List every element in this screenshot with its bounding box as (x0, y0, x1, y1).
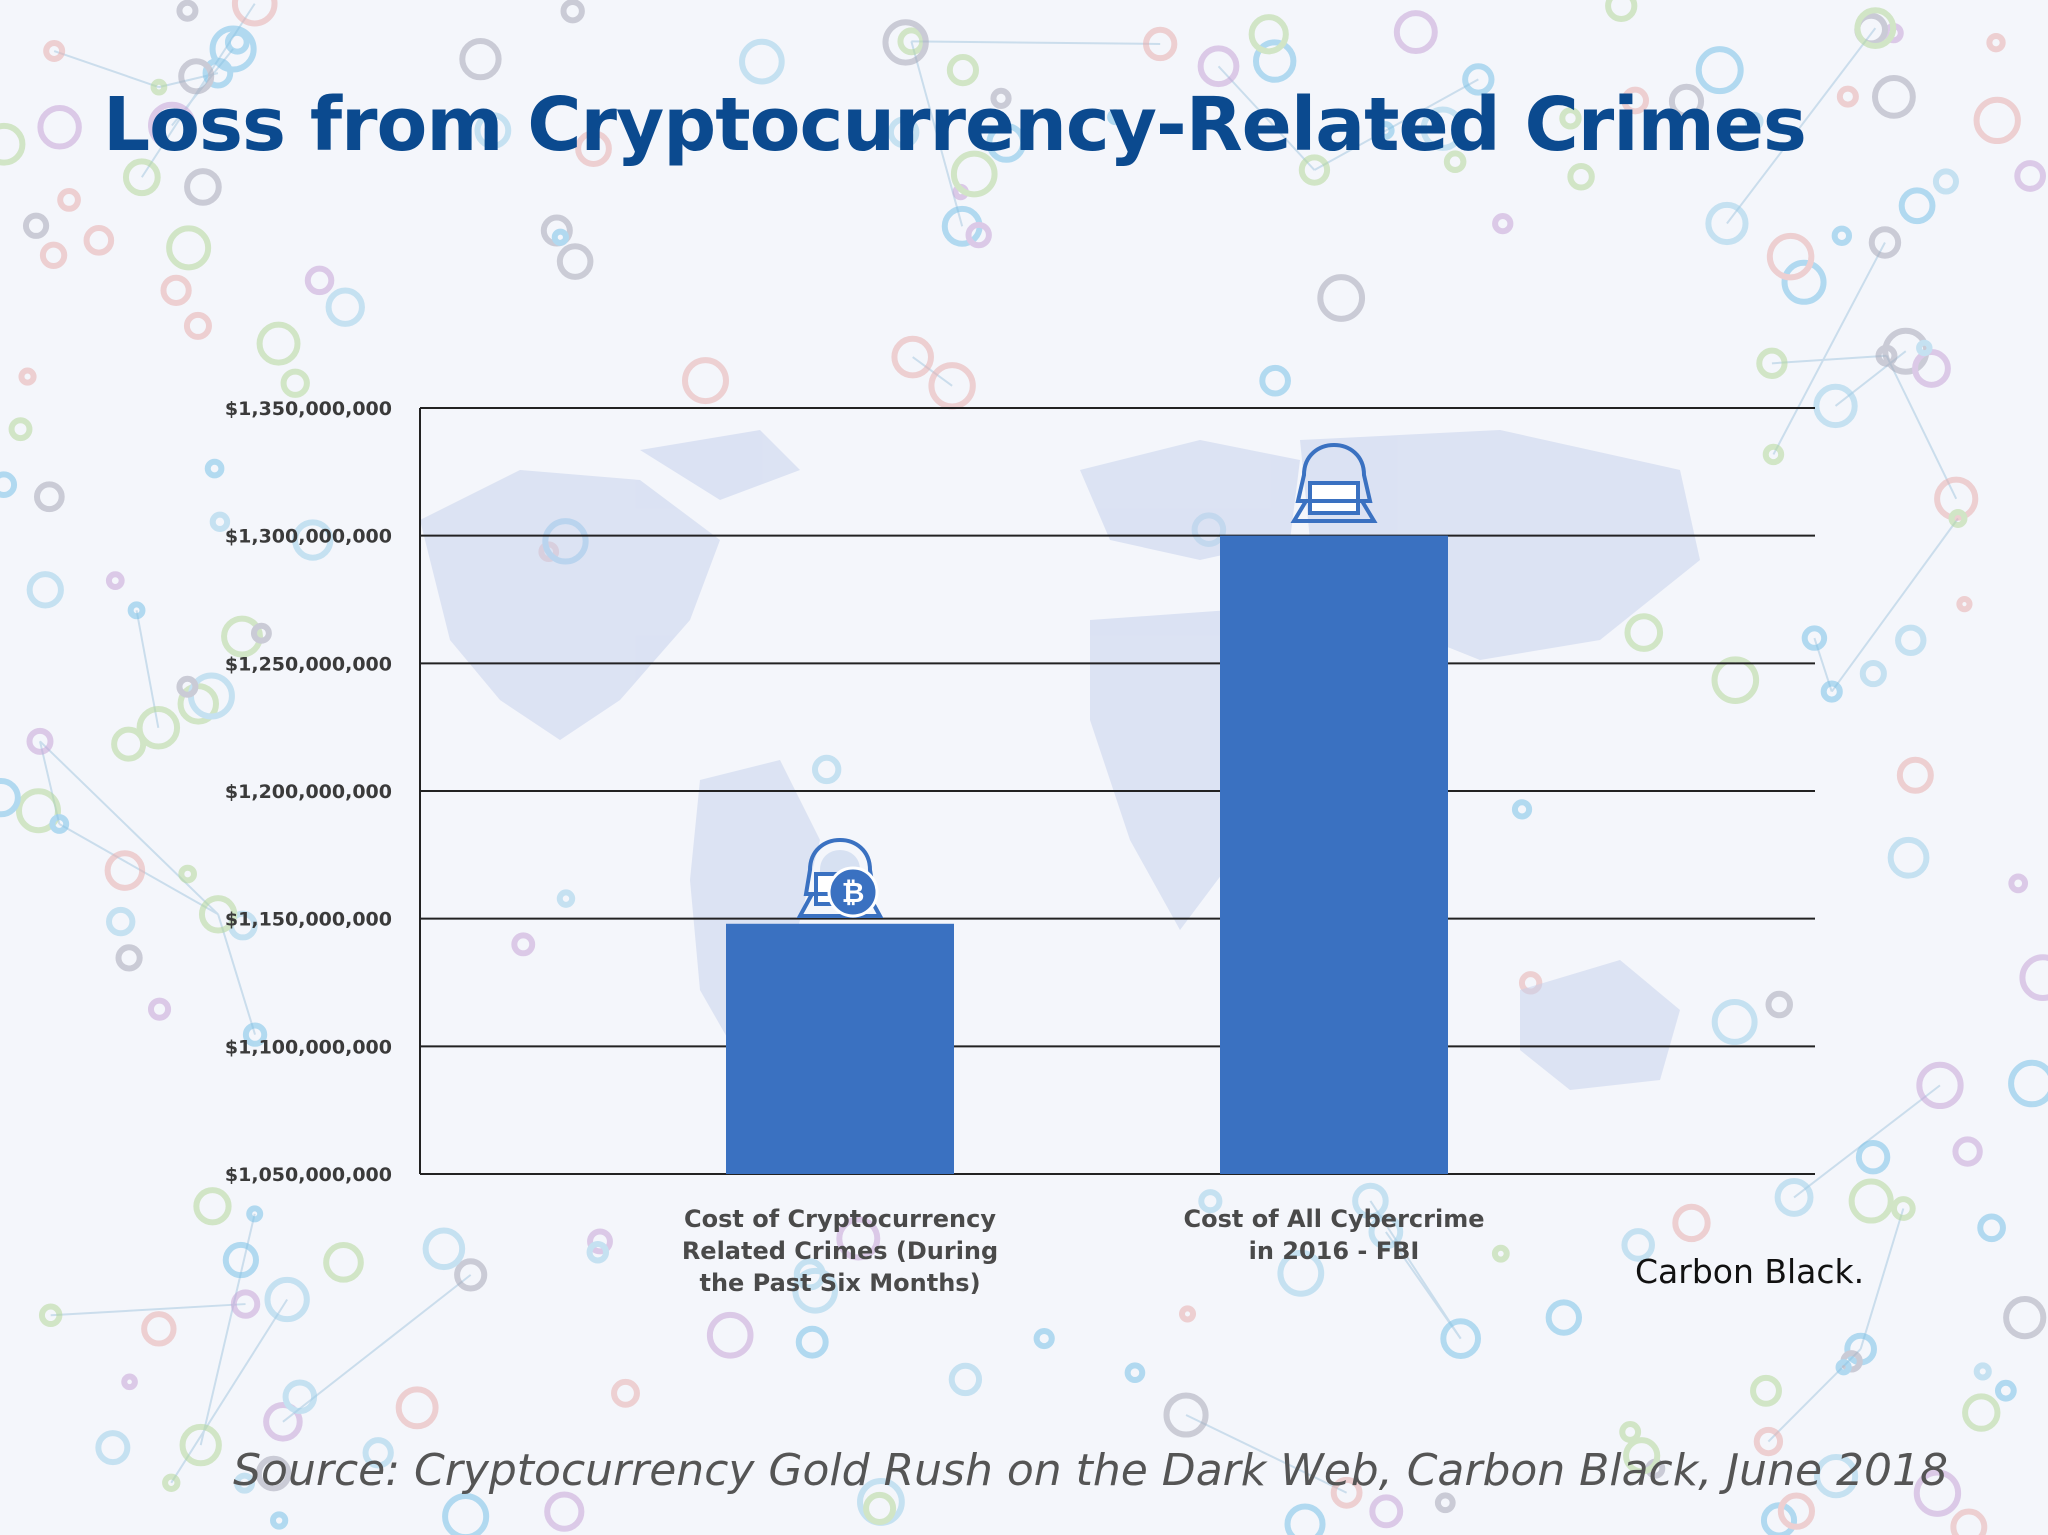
y-tick-label: $1,150,000,000 (225, 909, 392, 931)
bar-1 (726, 923, 954, 1174)
x-category-line: in 2016 - FBI (1249, 1237, 1420, 1265)
hacker-bitcoin-icon: ₿ (796, 838, 884, 918)
x-category-line: the Past Six Months) (699, 1269, 980, 1297)
x-category-line: Cost of All Cybercrime (1183, 1205, 1484, 1233)
bar-2 (1220, 535, 1448, 1174)
brand-logo: Carbon Black. (1635, 1252, 1865, 1291)
x-category-line: Cost of Cryptocurrency (684, 1205, 996, 1233)
x-category-label: Cost of All Cybercrime in 2016 - FBI (1183, 1205, 1484, 1265)
y-tick-label: $1,300,000,000 (225, 526, 392, 548)
page-title: Loss from Cryptocurrency-Related Crimes (103, 82, 1807, 168)
y-tick-label: $1,100,000,000 (225, 1036, 392, 1058)
y-tick-label: $1,200,000,000 (225, 781, 392, 803)
source-caption: Source: Cryptocurrency Gold Rush on the … (233, 1445, 1948, 1496)
x-category-line: Related Crimes (During (682, 1237, 998, 1265)
y-tick-label: $1,050,000,000 (225, 1164, 392, 1186)
x-category-label: Cost of Cryptocurrency Related Crimes (Du… (682, 1205, 998, 1297)
svg-text:₿: ₿ (842, 876, 865, 909)
y-tick-label: $1,350,000,000 (225, 398, 392, 420)
hacker-laptop-icon (1290, 443, 1378, 523)
y-tick-label: $1,250,000,000 (225, 653, 392, 675)
